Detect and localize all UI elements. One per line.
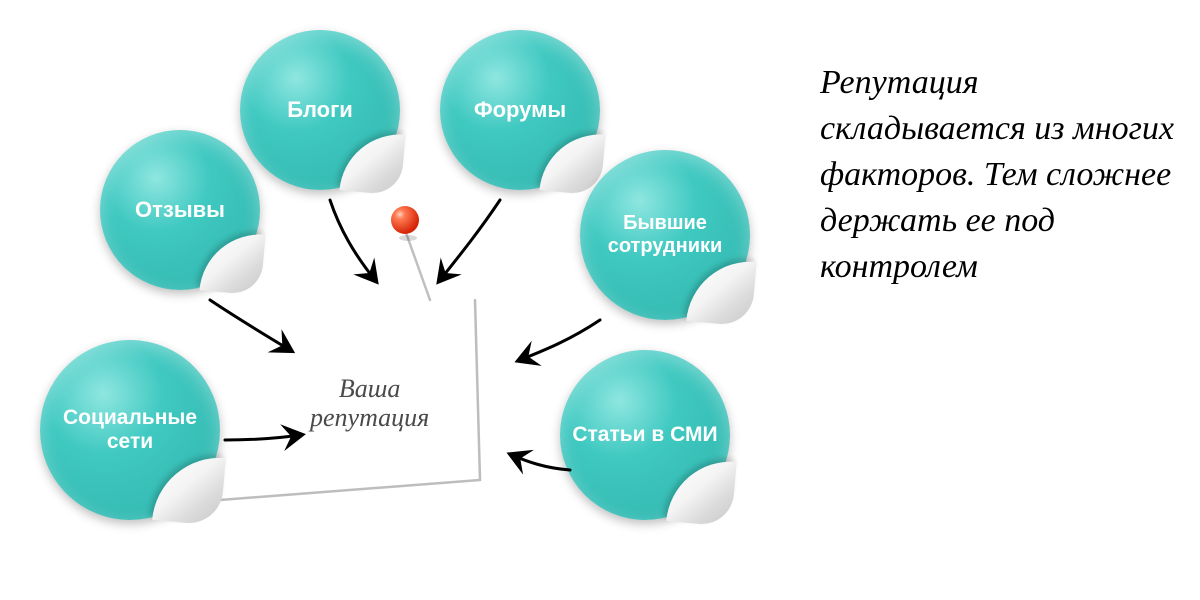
- sticker-social: Социальные сети: [40, 340, 220, 520]
- stage: Блоги Форумы Отзывы Бывшие сотрудники Социал…: [0, 0, 1200, 600]
- sticker-label: Форумы: [474, 97, 566, 123]
- diagram-area: Блоги Форумы Отзывы Бывшие сотрудники Социал…: [0, 0, 800, 600]
- sticker-label: Отзывы: [135, 197, 225, 223]
- sticker-curl: [152, 452, 226, 526]
- sticker-curl: [340, 130, 406, 196]
- arrow-from-forums: [440, 200, 500, 280]
- pin-ball-shadow: [399, 235, 417, 241]
- sticker-reviews: Отзывы: [100, 130, 260, 290]
- pin-ball: [391, 206, 419, 234]
- sticker-label: Статьи в СМИ: [572, 423, 717, 447]
- arrow-from-social: [225, 435, 300, 440]
- sticker-label: Бывшие сотрудники: [588, 212, 742, 258]
- center-label: Ваша репутация: [310, 375, 429, 432]
- sticker-label: Социальные сети: [48, 406, 212, 454]
- arrow-from-exstaff: [520, 320, 600, 360]
- center-label-line1: Ваша: [339, 374, 401, 403]
- sticker-blogs: Блоги: [240, 30, 400, 190]
- arrow-from-reviews: [210, 300, 290, 350]
- side-text: Репутация складывается из многих факторо…: [820, 60, 1180, 289]
- sticker-exstaff: Бывшие сотрудники: [580, 150, 750, 320]
- arrow-from-blogs: [330, 200, 375, 280]
- sticker-curl: [686, 256, 756, 326]
- pin-needle: [405, 230, 430, 300]
- sticker-forums: Форумы: [440, 30, 600, 190]
- sticker-label: Блоги: [287, 97, 353, 123]
- arrow-from-media: [512, 455, 570, 470]
- sticker-curl: [666, 456, 736, 526]
- sticker-curl: [200, 230, 266, 296]
- sticker-media: Статьи в СМИ: [560, 350, 730, 520]
- center-label-line2: репутация: [310, 403, 429, 432]
